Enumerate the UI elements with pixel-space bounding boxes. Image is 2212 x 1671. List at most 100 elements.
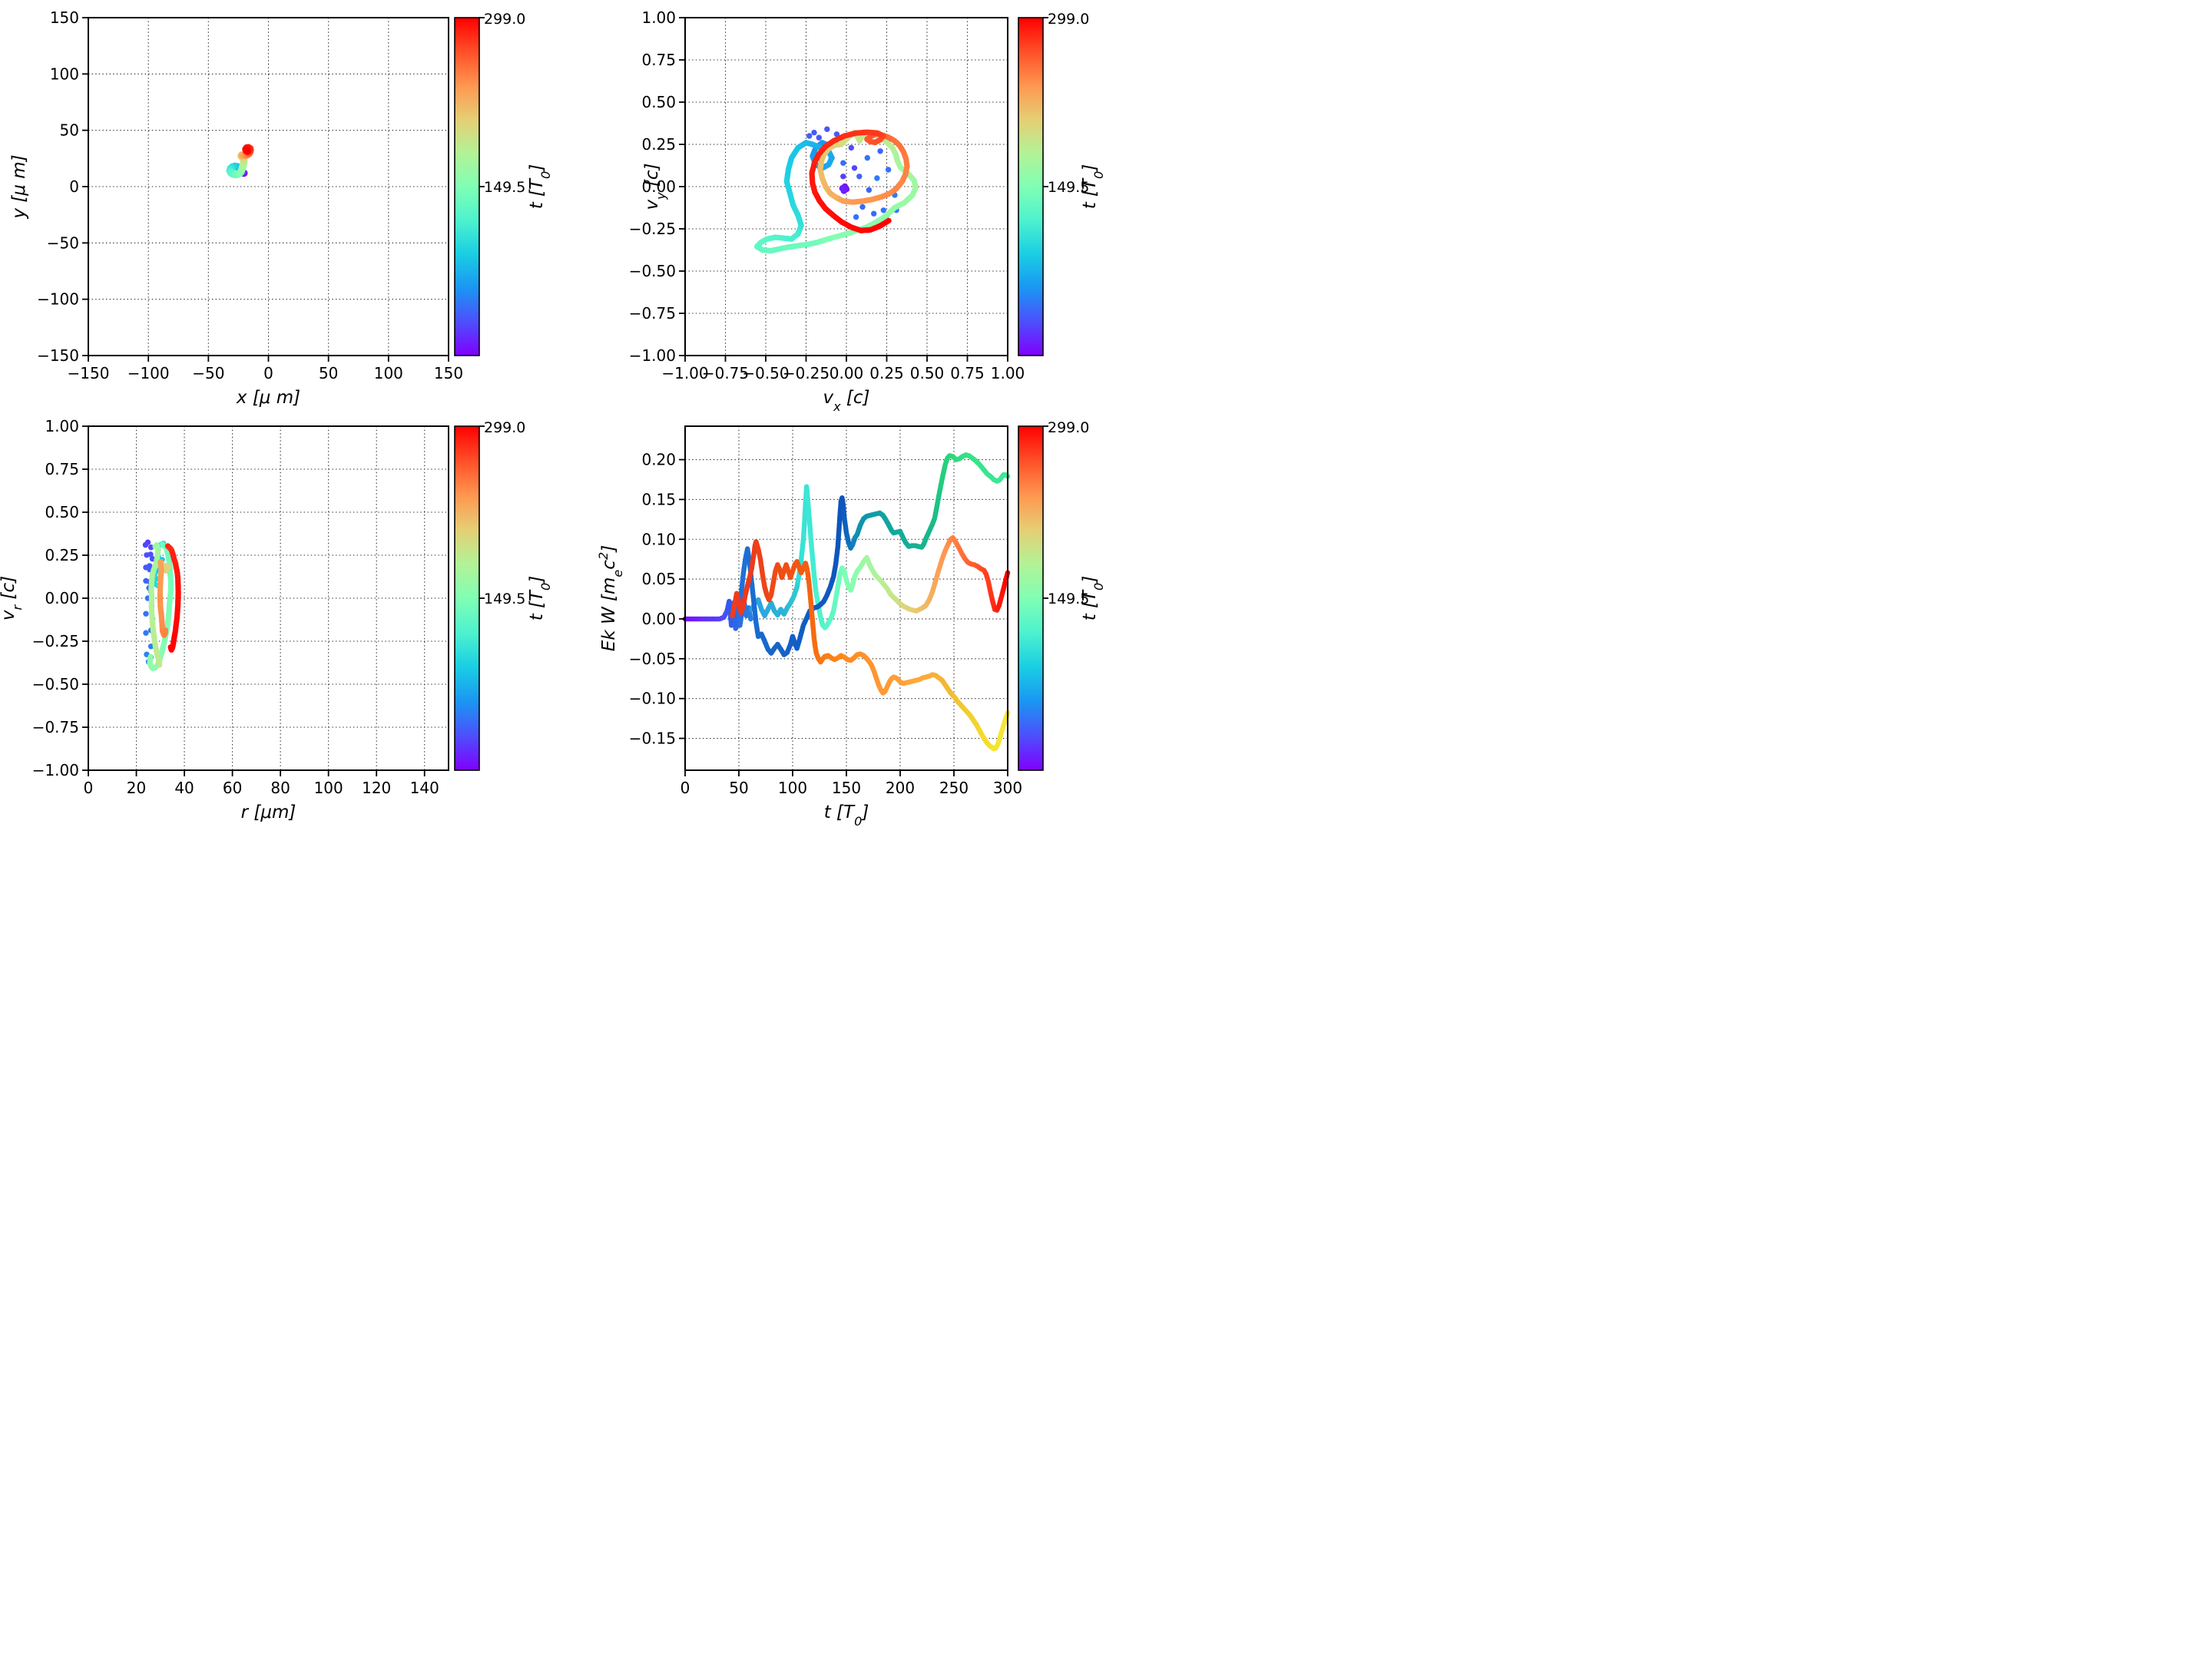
xtick-label: 120 [362,779,391,797]
series-ekw-flat-start [682,598,753,631]
ytick-label: 0.50 [641,93,676,111]
ticklabels-rvr: 0 20 40 60 80 100 120 140 1.00 0.75 0.50 0.25 0.00 −0… [32,417,439,797]
xtick-label: −150 [68,364,110,382]
colorbar-tick-label: 299.0 [1048,419,1089,436]
ytick-label: 0.15 [641,490,676,508]
data-point [877,148,883,154]
ytick-label: −0.75 [32,718,79,736]
ytick-label: −0.05 [629,650,676,668]
xtick-label: 150 [434,364,463,382]
xtick-label: 100 [374,364,403,382]
xtick-label: 200 [886,779,915,797]
xtick-label: 0 [263,364,273,382]
data-point [143,630,149,636]
ytick-label: 0.20 [641,451,676,469]
data-point [167,644,174,650]
panel-xy: −150 −100 −50 0 50 100 150150100500−50−100−150… [9,8,553,408]
data-point [816,134,823,141]
ytick-label: 0.00 [45,589,79,607]
ytick-label: −0.15 [629,730,676,748]
data-point [147,544,154,551]
ytick-label: −0.50 [32,675,79,693]
xtick-label: 50 [729,779,748,797]
ytick-label: 0.00 [641,610,676,628]
ytick-label: 1.00 [641,8,676,27]
data-point [853,213,859,220]
xtick-label: 20 [127,779,146,797]
ytick-label: 0.05 [641,570,676,588]
xtick-label: 100 [778,779,807,797]
panel-ekw: 0 50 100 150 200 250 300 0.20 0.15 0.10 0.05 0.00 −0… [596,419,1106,829]
xtick-label: 60 [223,779,242,797]
xtick-label: 40 [174,779,194,797]
ytick-label: −0.25 [629,220,676,238]
ytick-label: 0.25 [641,135,676,154]
xtick-label: 100 [314,779,343,797]
ytick-label: −1.00 [32,761,79,779]
ticks-rvr [82,425,426,776]
data-point [824,126,830,132]
xtick-label: 250 [939,779,969,797]
data-point [806,133,813,139]
grid-rvr [88,425,449,771]
data-point [886,217,892,224]
data-point [142,541,149,548]
ytick-label: −0.25 [32,632,79,650]
xtick-label: 0.75 [950,364,985,382]
ytick-label: −100 [37,290,79,309]
data-point [866,187,873,194]
data-point [864,154,871,161]
series-xy-trajectory [226,144,254,179]
ticklabels-xy: −150 −100 −50 0 50 100 150 150 100 50 0 −50 −100 −150 [37,8,463,382]
data-point [748,616,753,622]
data-point [811,129,817,136]
xtick-label: 0 [680,779,690,797]
data-point [840,160,846,166]
data-point [143,610,149,617]
series-rvr-lightgreen-column [148,541,163,668]
ylabel-xy: y [μ m] [9,154,29,219]
data-point [840,174,846,180]
xtick-label: −0.25 [783,364,830,382]
colorbar-xy [454,17,480,356]
series-ekw-w-light [749,484,1011,630]
figure-svg: −150 −100 −50 0 50 100 150150100500−50−100−150… [0,8,1106,829]
colorbar-tick-label: 299.0 [484,419,525,436]
ylabel-ekw: Ek W [mec2] [596,545,625,651]
ticks-vxvy [679,17,1008,362]
xtick-label: 0 [84,779,94,797]
xtick-label: −1.00 [661,364,708,382]
data-point [885,167,892,173]
ytick-label: 150 [50,8,79,27]
data-point [840,187,848,194]
ylabel-vxvy: vy [c] [642,163,668,210]
colorbar-vxvy [1018,17,1044,356]
panel-rvr: 0 20 40 60 80 100 120 140 1.00 0.75 0.50 0.25 0.00 −0… [0,417,553,822]
data-point [833,131,840,137]
ytick-label: 0 [69,177,79,196]
ytick-label: −0.10 [629,690,676,708]
xtick-label: 140 [410,779,439,797]
data-point [856,174,863,180]
data-point [243,147,252,155]
data-point [880,207,887,213]
series-ekw-ek-main [736,452,1011,657]
xtick-label: −0.75 [702,364,749,382]
series-ekw-w-down [730,539,1011,752]
ticks-xy [82,17,449,362]
ytick-label: 0.25 [45,546,79,564]
ticklabels-vxvy: −1.00−0.75−0.50−0.25 0.00 0.25 0.50 0.75 1.00… [629,8,1025,382]
data-point [871,210,877,217]
grid-xy [88,17,449,356]
colorbar-tick-label: 149.5 [1048,179,1089,196]
series-rvr-orange-strand [157,559,169,638]
xtick-label: 300 [993,779,1022,797]
ytick-label: −0.50 [629,262,676,280]
colorbar-tick-label: 149.5 [1048,591,1089,607]
figure-particle-tracking: −150 −100 −50 0 50 100 150 150 100 50 0 −50 −100 −150… [0,0,1106,836]
colorbar-rvr [454,425,480,771]
ytick-label: 0.75 [45,460,79,478]
xtick-label: 0.25 [869,364,904,382]
data-point [851,165,858,171]
ytick-label: 1.00 [45,417,79,435]
